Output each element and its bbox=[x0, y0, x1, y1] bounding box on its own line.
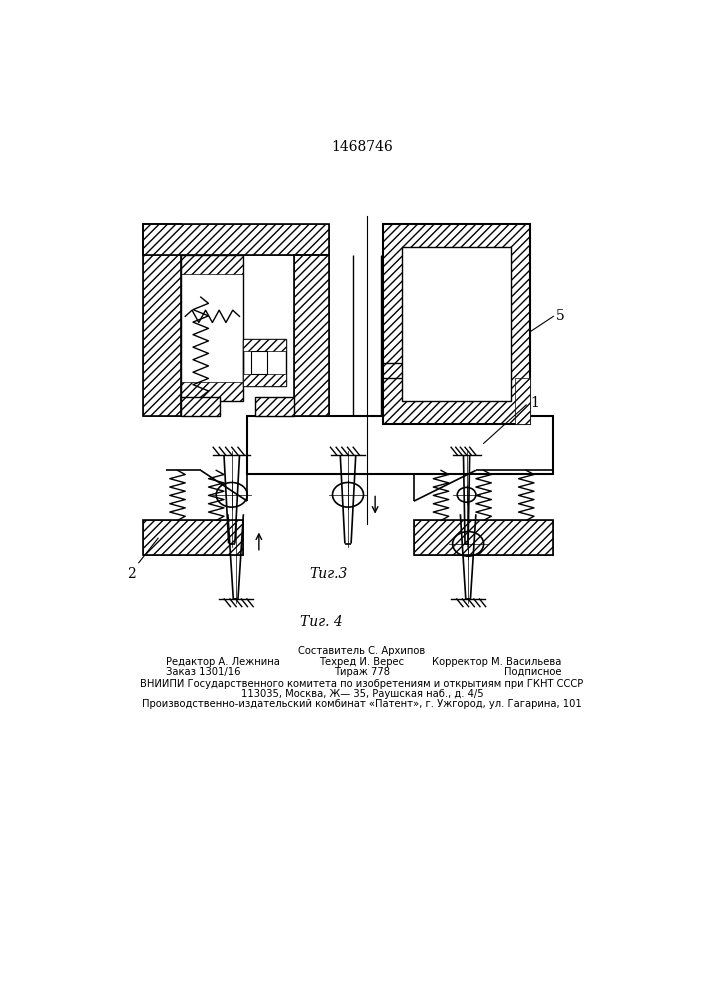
Text: Тираж 778: Тираж 778 bbox=[334, 667, 390, 677]
Text: 1468746: 1468746 bbox=[331, 140, 393, 154]
Text: 5: 5 bbox=[556, 309, 564, 323]
Text: 113035, Москва, Ж— 35, Раушская наб., д. 4/5: 113035, Москва, Ж— 35, Раушская наб., д.… bbox=[240, 689, 484, 699]
Bar bbox=[143, 224, 329, 255]
Bar bbox=[143, 520, 243, 555]
Text: Составитель С. Архипов: Составитель С. Архипов bbox=[298, 646, 426, 656]
Text: Τиг. 4: Τиг. 4 bbox=[300, 615, 342, 629]
Text: Τиг.3: Τиг.3 bbox=[310, 567, 348, 581]
Bar bbox=[182, 255, 243, 401]
Bar bbox=[182, 255, 243, 274]
Bar bbox=[143, 520, 243, 555]
Bar bbox=[414, 520, 554, 555]
Bar bbox=[243, 374, 286, 386]
Bar bbox=[383, 224, 530, 424]
Bar bbox=[383, 224, 530, 424]
Text: Техред И. Верес: Техред И. Верес bbox=[320, 657, 404, 667]
Bar bbox=[247, 416, 554, 474]
Text: 2: 2 bbox=[127, 567, 135, 581]
Bar bbox=[143, 224, 182, 416]
Bar bbox=[243, 339, 286, 386]
Bar bbox=[293, 255, 329, 416]
Text: 1: 1 bbox=[530, 396, 539, 410]
Bar bbox=[182, 382, 243, 401]
Bar bbox=[255, 397, 293, 416]
Bar bbox=[293, 255, 329, 416]
Text: Подписное: Подписное bbox=[503, 667, 561, 677]
Bar bbox=[251, 351, 267, 374]
Bar bbox=[402, 247, 510, 401]
Text: Производственно-издательский комбинат «Патент», г. Ужгород, ул. Гагарина, 101: Производственно-издательский комбинат «П… bbox=[142, 699, 582, 709]
Bar bbox=[143, 224, 182, 416]
Text: Редактор А. Лежнина: Редактор А. Лежнина bbox=[166, 657, 280, 667]
Bar bbox=[414, 520, 554, 555]
Bar bbox=[143, 224, 329, 255]
Text: Корректор М. Васильева: Корректор М. Васильева bbox=[432, 657, 561, 667]
Bar bbox=[182, 397, 220, 416]
Text: Заказ 1301/16: Заказ 1301/16 bbox=[166, 667, 240, 677]
Bar bbox=[515, 378, 530, 424]
Text: ВНИИПИ Государственного комитета по изобретениям и открытиям при ГКНТ СССР: ВНИИПИ Государственного комитета по изоб… bbox=[140, 679, 583, 689]
Bar bbox=[243, 339, 286, 351]
Bar bbox=[182, 397, 220, 416]
Bar bbox=[255, 397, 293, 416]
